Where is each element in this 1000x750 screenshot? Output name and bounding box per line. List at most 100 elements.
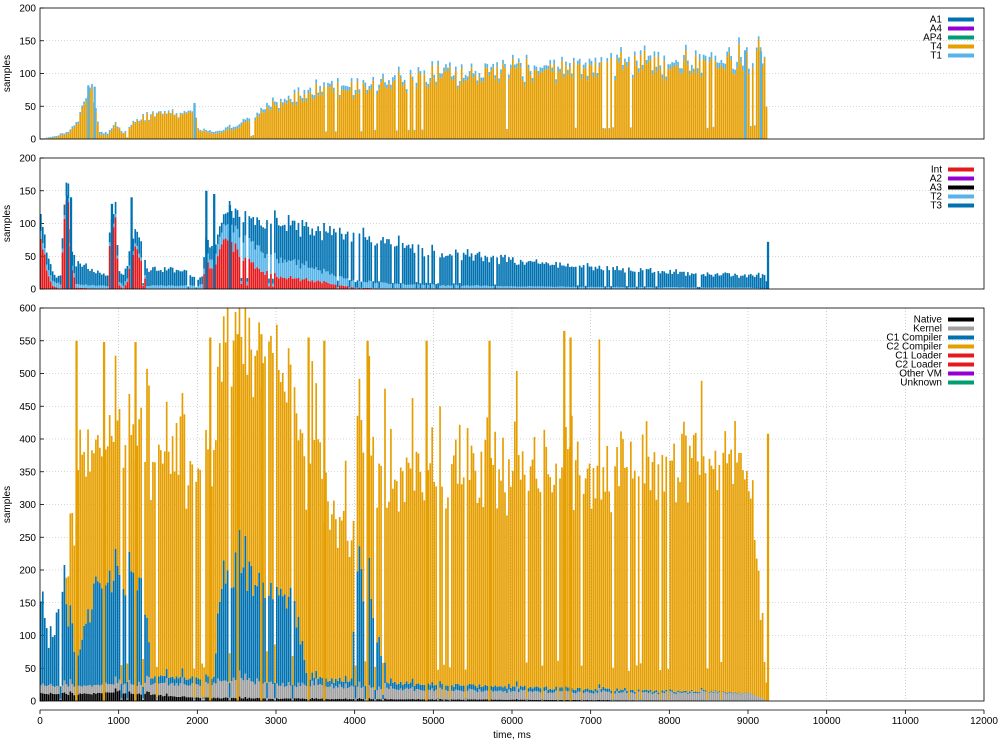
bar-t3 (571, 266, 573, 287)
bar-t3 (152, 267, 154, 286)
bar-c1-compiler (199, 679, 201, 686)
bar-t1 (277, 107, 280, 111)
bar-kernel (537, 691, 540, 700)
bar-c1-compiler (150, 678, 152, 685)
bar-c2-compiler (694, 432, 697, 692)
x-tick-label: 3000 (265, 716, 288, 727)
bar-t1 (484, 63, 487, 68)
bar-t3 (730, 276, 732, 288)
bar-t2 (590, 286, 593, 289)
bar-c1-compiler (228, 682, 231, 698)
bar-kernel (344, 683, 347, 699)
bar-t4 (616, 58, 618, 139)
bar-kernel (179, 683, 182, 697)
bar-t4 (276, 105, 278, 139)
bar-t3 (53, 274, 56, 282)
bar-kernel (116, 683, 119, 692)
bar-c1-compiler (523, 685, 526, 691)
bar-t2 (413, 284, 416, 289)
bar-t1 (136, 119, 139, 121)
bar-c1-compiler (519, 685, 522, 690)
bar-t3 (388, 239, 390, 285)
bar-kernel (246, 680, 249, 699)
bar-c1-compiler (710, 690, 713, 692)
bar-t2 (250, 241, 253, 263)
bar-c2-compiler (283, 391, 286, 595)
bar-native (246, 698, 249, 701)
bar-t1 (305, 98, 308, 102)
bar-spike (193, 102, 196, 139)
bar-c1-compiler (71, 623, 74, 685)
bar-t1 (616, 54, 618, 59)
bar-c1-compiler (394, 681, 396, 689)
bar-t2 (486, 285, 489, 289)
bar-t3 (171, 267, 174, 286)
bar-t3 (240, 277, 243, 281)
legend-swatch (948, 203, 974, 208)
bar-t2 (496, 286, 498, 289)
bar-c1-compiler (203, 697, 205, 699)
bars (40, 308, 770, 701)
bar-t2 (525, 286, 528, 289)
bar-t1 (592, 72, 595, 77)
bar-c2-compiler (708, 458, 711, 693)
bar-t2 (327, 271, 329, 283)
bar-t3 (600, 269, 603, 287)
bar-t3 (272, 278, 274, 284)
bar-c2-compiler (411, 398, 414, 679)
bar-t3 (79, 263, 82, 285)
bar-t2 (728, 287, 731, 289)
bar-c2-compiler (466, 428, 469, 686)
bar-t2 (712, 287, 715, 289)
bar-t4 (301, 101, 304, 139)
bar-kernel (128, 679, 131, 692)
bar-t3 (736, 275, 738, 288)
bar-t3 (390, 244, 392, 285)
bar-t1 (285, 100, 288, 104)
bar-t1 (303, 89, 306, 95)
bar-c1-compiler (732, 693, 734, 694)
bar-c2-compiler (486, 417, 489, 686)
bar-c2-compiler (689, 445, 691, 692)
bar-c1-compiler (624, 687, 626, 691)
bar-native (445, 699, 447, 701)
bar-t2 (504, 286, 506, 289)
bar-t3 (374, 245, 377, 283)
bar-t1 (325, 131, 327, 133)
bar-c1-compiler (671, 690, 673, 692)
bar-t2 (449, 285, 451, 289)
bar-c2-compiler (630, 441, 632, 691)
bar-t3 (55, 277, 58, 284)
bar-native (207, 697, 209, 701)
bar-c1-compiler (315, 670, 318, 679)
bar-t1 (144, 120, 146, 122)
bar-kernel (655, 692, 658, 701)
bar-t1 (260, 107, 262, 111)
bar-t4 (724, 69, 727, 139)
bar-kernel (665, 691, 668, 701)
bar-kernel (388, 688, 390, 700)
bar-kernel (712, 692, 715, 701)
bar-c1-compiler (712, 691, 715, 693)
bar-native (73, 695, 76, 701)
bar-t4 (342, 89, 345, 139)
bar-t2 (480, 286, 483, 289)
bar-t1 (496, 62, 498, 67)
bar-t2 (685, 287, 687, 289)
bar-t3 (565, 266, 567, 288)
bar-spike (569, 337, 572, 701)
bar-t3 (628, 267, 630, 287)
y-tick-label: 550 (19, 336, 36, 347)
bar-t4 (187, 112, 190, 139)
bar-c2-compiler (370, 455, 373, 599)
bar-c1-compiler (698, 691, 701, 693)
bar-t3 (592, 270, 595, 288)
bar-int (226, 240, 229, 289)
bar-t1 (293, 89, 296, 94)
bar-t4 (207, 132, 209, 139)
bar-native (545, 699, 548, 701)
bar-native (506, 699, 508, 701)
bar-kernel (567, 691, 569, 700)
bar-c2-compiler (124, 445, 127, 596)
bar-t4 (736, 67, 738, 139)
